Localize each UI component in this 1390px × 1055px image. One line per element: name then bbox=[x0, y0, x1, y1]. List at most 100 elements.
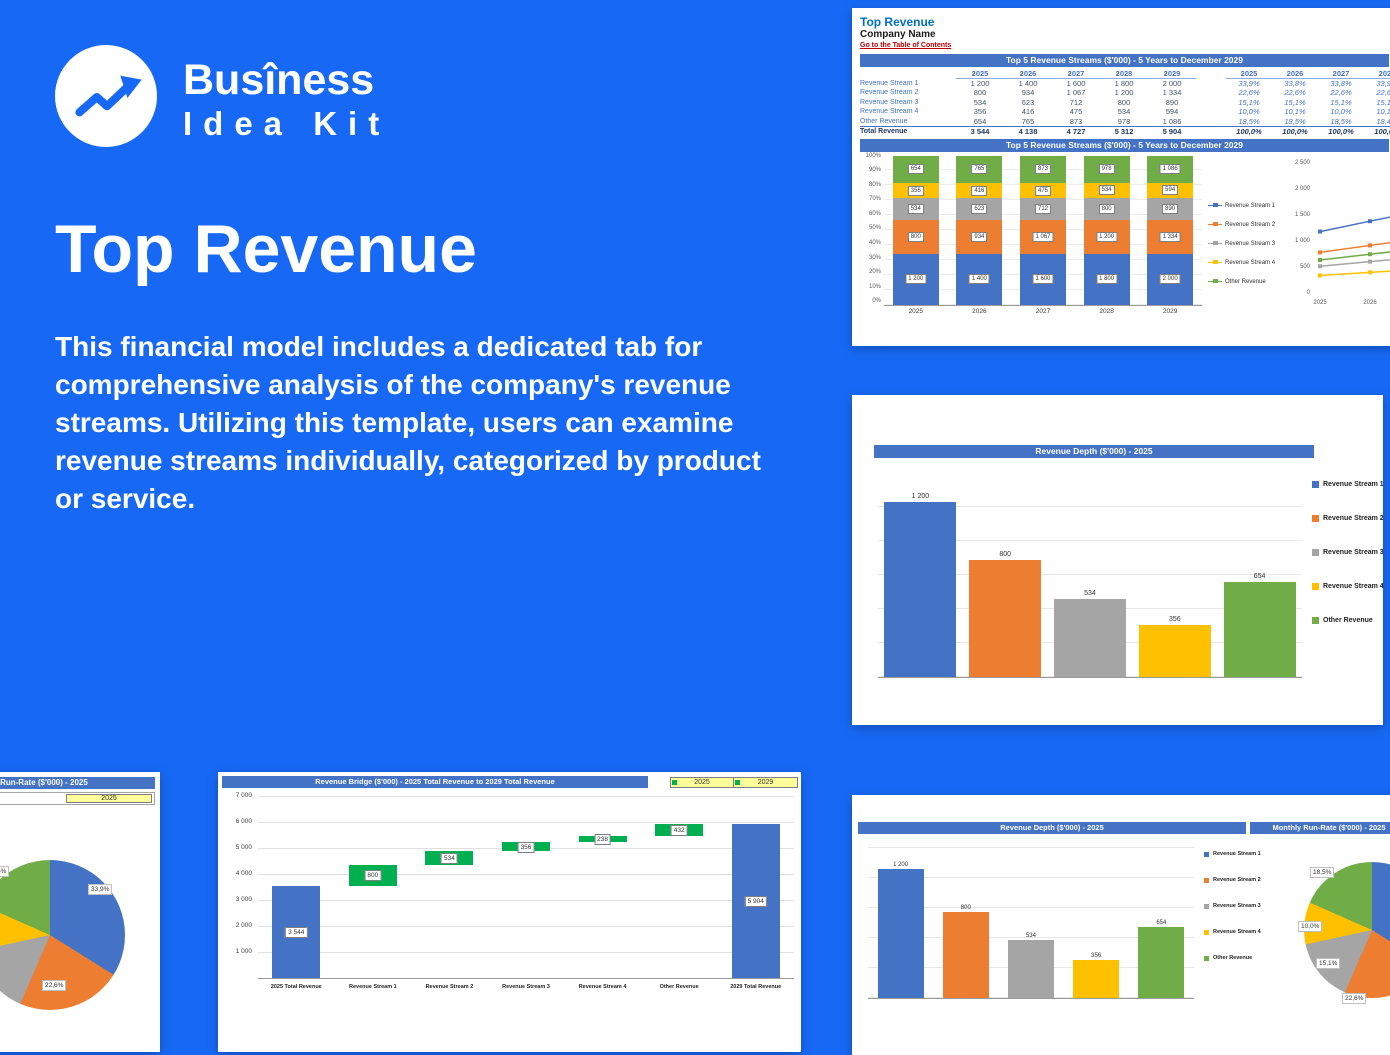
trend-line bbox=[1319, 269, 1390, 276]
trend-line bbox=[1319, 250, 1390, 261]
pie-label-revenue-stream-2: 22,6% bbox=[42, 980, 67, 991]
plot-area: 1 200 800 534 356 654 bbox=[878, 473, 1302, 678]
bar-segment: 623 bbox=[956, 198, 1003, 221]
trend-line bbox=[1319, 241, 1390, 253]
data-label: 534 bbox=[1084, 590, 1096, 598]
revenue-table: 202520262027202820292025202620272028Reve… bbox=[860, 69, 1390, 136]
top-revenue-sheet-panel: Top Revenue Company Name Go to the Table… bbox=[852, 8, 1390, 346]
cell-value: 1 086 bbox=[1162, 116, 1182, 126]
data-point-marker bbox=[1318, 249, 1322, 254]
legend-item: Revenue Stream 1 bbox=[1204, 851, 1261, 857]
bar-segment: 1 800 bbox=[1083, 254, 1130, 305]
cell-percent: 22,6% bbox=[1284, 88, 1306, 97]
data-point-marker bbox=[1318, 257, 1322, 262]
y-axis: 100% 90% 80% 70% 60% 50% 40% 30% 20% 10% 0% bbox=[860, 153, 884, 305]
legend-marker bbox=[1208, 202, 1222, 208]
cell-value: 1 067 bbox=[1066, 88, 1086, 97]
data-label: 1 800 bbox=[1096, 274, 1118, 285]
legend-item: Revenue Stream 3 bbox=[1312, 549, 1383, 556]
data-label: 800 bbox=[999, 551, 1012, 559]
cell-percent: 22,6% bbox=[1376, 88, 1390, 97]
cell-percent: 18,5% bbox=[1330, 116, 1352, 126]
bridge-start-year-cell[interactable]: 2025 bbox=[670, 777, 734, 788]
legend-marker-square bbox=[1204, 851, 1209, 857]
cell-value: 934 bbox=[1021, 88, 1035, 97]
plot-area: 1 200 800 534 356 654 1 400 934 623 416 765 1 600 1… bbox=[884, 155, 1202, 306]
pie-label-revenue-stream-2: 22,6% bbox=[1342, 993, 1367, 1004]
page-description: This financial model includes a dedicate… bbox=[55, 331, 761, 514]
legend-item: Revenue Stream 4 bbox=[1312, 583, 1383, 590]
corner-cell bbox=[860, 69, 956, 79]
spacer bbox=[1196, 98, 1226, 108]
y-axis-tick: 4 000 bbox=[235, 870, 252, 877]
stacked-bar: 1 400 934 623 416 765 bbox=[956, 155, 1003, 305]
column-header: 2025 bbox=[956, 69, 1004, 79]
page-title: Top Revenue bbox=[55, 211, 477, 287]
stacked-bar: 1 600 1 067 712 475 873 bbox=[1019, 155, 1066, 305]
data-label: 416 bbox=[971, 185, 988, 196]
bar-segment: 1 086 bbox=[1147, 155, 1194, 183]
data-point-marker bbox=[1318, 229, 1322, 234]
legend-item: Revenue Stream 2 bbox=[1208, 222, 1286, 228]
cell-value: 1 400 bbox=[1018, 78, 1038, 88]
cell-value: 1 600 bbox=[1066, 78, 1086, 88]
bar-slot: 800 bbox=[965, 473, 1045, 677]
cell-percent: 100,0% bbox=[1364, 126, 1390, 136]
x-axis-label: 2026 bbox=[1363, 299, 1377, 306]
cell-percent: 10,0% bbox=[1238, 107, 1260, 116]
legend-label: Revenue Stream 3 bbox=[1213, 903, 1261, 909]
legend-label: Revenue Stream 4 bbox=[1323, 583, 1383, 590]
bar bbox=[877, 868, 924, 998]
legend-item: Revenue Stream 4 bbox=[1208, 260, 1286, 266]
legend-marker-square bbox=[1213, 240, 1218, 246]
data-label: 934 bbox=[971, 232, 988, 243]
legend-item: Revenue Stream 1 bbox=[1208, 203, 1286, 209]
bar-segment: 873 bbox=[1019, 155, 1066, 184]
data-label: 800 bbox=[960, 904, 971, 911]
y-axis-tick: 20% bbox=[868, 269, 881, 276]
bar-segment: 800 bbox=[892, 220, 939, 255]
data-label: 534 bbox=[440, 853, 458, 865]
legend-label: Revenue Stream 4 bbox=[1213, 929, 1261, 935]
data-label: 5 904 bbox=[744, 896, 767, 908]
data-point-marker bbox=[1368, 218, 1372, 223]
pie-label-revenue-stream-1: 33,9% bbox=[88, 884, 113, 895]
spacer bbox=[1196, 126, 1226, 136]
legend-item: Other Revenue bbox=[1312, 617, 1383, 624]
data-label: 534 bbox=[907, 204, 924, 215]
sheet-title: Top Revenue bbox=[860, 15, 935, 29]
y-axis-tick: 7 000 bbox=[235, 792, 252, 799]
bridge-end-year-cell[interactable]: 2029 bbox=[734, 777, 798, 788]
data-label: 2 000 bbox=[1159, 274, 1181, 285]
pie-label-revenue-stream-3: 15,1% bbox=[1316, 958, 1341, 969]
cell-value: 800 bbox=[973, 88, 987, 97]
spacer bbox=[1196, 69, 1226, 79]
legend-label: Revenue Stream 2 bbox=[1323, 515, 1383, 522]
stacked-bar: 1 200 800 534 356 654 bbox=[892, 155, 939, 305]
legend-item: Revenue Stream 2 bbox=[1312, 515, 1383, 522]
legend-label: Revenue Stream 2 bbox=[1213, 877, 1261, 883]
data-label: 712 bbox=[1034, 204, 1051, 215]
data-label: 873 bbox=[1034, 164, 1051, 175]
y-axis-tick: 0 bbox=[1306, 289, 1310, 296]
x-axis-label: 2028 bbox=[1099, 307, 1114, 315]
x-axis-label: Revenue Stream 3 bbox=[502, 984, 550, 990]
cell-percent: 100,0% bbox=[1318, 126, 1364, 136]
cell-value: 1 200 bbox=[1114, 88, 1134, 97]
x-axis-line bbox=[258, 978, 794, 979]
spacer bbox=[1196, 79, 1226, 89]
cell-percent: 33,8% bbox=[1330, 78, 1352, 88]
data-label: 356 bbox=[907, 185, 924, 196]
cell-percent: 15,1% bbox=[1376, 97, 1390, 107]
bar-slot: 1 200 bbox=[880, 473, 960, 677]
toc-link[interactable]: Go to the Table of Contents bbox=[860, 42, 952, 49]
cell-value: 890 bbox=[1165, 97, 1179, 107]
year-selector[interactable]: 2025 bbox=[66, 794, 152, 803]
cell-accent bbox=[672, 780, 677, 785]
bar bbox=[1223, 581, 1296, 677]
stacked-chart-titlebar: Top 5 Revenue Streams ($'000) - 5 Years … bbox=[860, 138, 1389, 152]
gridline bbox=[258, 952, 794, 953]
y-axis-tick: 40% bbox=[868, 240, 881, 247]
legend-marker-square bbox=[1312, 515, 1319, 522]
depth-chart-titlebar: Revenue Depth ($'000) - 2025 bbox=[874, 445, 1314, 458]
